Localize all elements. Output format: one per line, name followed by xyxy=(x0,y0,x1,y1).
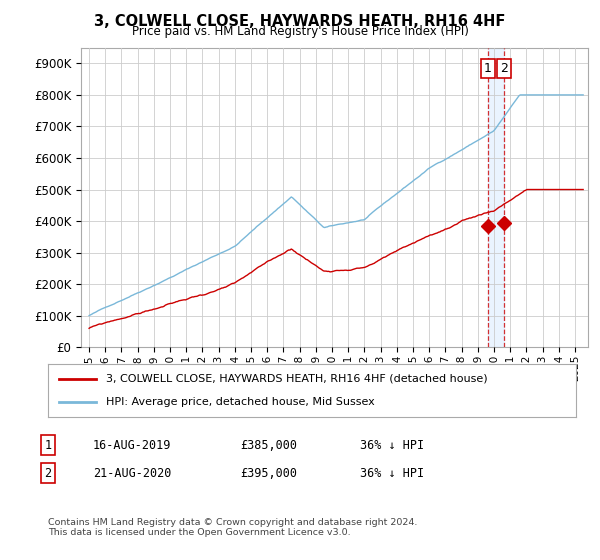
Text: 3, COLWELL CLOSE, HAYWARDS HEATH, RH16 4HF (detached house): 3, COLWELL CLOSE, HAYWARDS HEATH, RH16 4… xyxy=(106,374,488,384)
Text: 2: 2 xyxy=(500,62,508,75)
Text: 1: 1 xyxy=(484,62,492,75)
Text: £395,000: £395,000 xyxy=(240,466,297,480)
Text: 36% ↓ HPI: 36% ↓ HPI xyxy=(360,466,424,480)
Text: 1: 1 xyxy=(44,438,52,452)
Text: 36% ↓ HPI: 36% ↓ HPI xyxy=(360,438,424,452)
Bar xyxy=(488,48,504,347)
Text: HPI: Average price, detached house, Mid Sussex: HPI: Average price, detached house, Mid … xyxy=(106,397,375,407)
Text: 3, COLWELL CLOSE, HAYWARDS HEATH, RH16 4HF: 3, COLWELL CLOSE, HAYWARDS HEATH, RH16 4… xyxy=(94,14,506,29)
Text: £385,000: £385,000 xyxy=(240,438,297,452)
Text: 16-AUG-2019: 16-AUG-2019 xyxy=(93,438,172,452)
Text: 21-AUG-2020: 21-AUG-2020 xyxy=(93,466,172,480)
Text: Price paid vs. HM Land Registry's House Price Index (HPI): Price paid vs. HM Land Registry's House … xyxy=(131,25,469,38)
Text: 2: 2 xyxy=(44,466,52,480)
Text: Contains HM Land Registry data © Crown copyright and database right 2024.
This d: Contains HM Land Registry data © Crown c… xyxy=(48,518,418,538)
